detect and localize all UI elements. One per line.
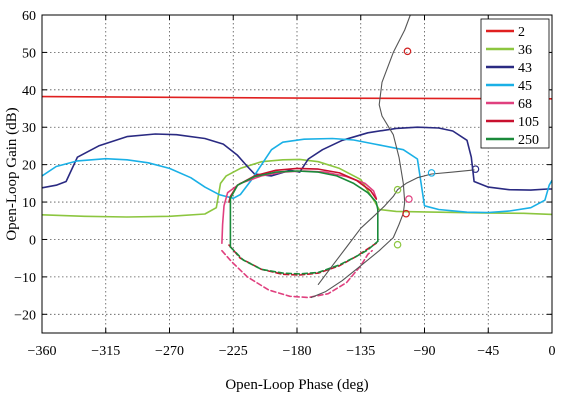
y-tick-labels: −20 −10 0 10 20 30 40 50 60 xyxy=(14,9,36,323)
series-line-locus xyxy=(310,15,411,299)
y-tick-label: 10 xyxy=(22,196,36,211)
data-point-marker xyxy=(427,169,436,177)
y-axis-title: Open-Loop Gain (dB) xyxy=(4,107,20,240)
series-line-36 xyxy=(42,158,552,218)
x-tick-label: −270 xyxy=(155,344,184,359)
y-tick-label: −10 xyxy=(14,271,36,286)
x-tick-label: −360 xyxy=(28,344,57,359)
x-tick-label: −135 xyxy=(346,344,375,359)
grid-lines xyxy=(42,15,552,333)
plot-series xyxy=(42,15,552,299)
y-tick-label: 50 xyxy=(22,46,36,61)
series-line-locus-lower xyxy=(317,169,475,285)
series-line-45 xyxy=(42,137,552,214)
series-line-2 xyxy=(42,95,552,100)
x-tick-label: 0 xyxy=(549,344,556,359)
data-point-marker xyxy=(471,165,480,173)
data-point-marker xyxy=(405,195,413,203)
y-tick-label: 20 xyxy=(22,159,36,174)
x-tick-label: −225 xyxy=(219,344,248,359)
legend-box xyxy=(480,18,550,149)
x-tick-label: −180 xyxy=(283,344,312,359)
y-tick-label: 0 xyxy=(29,233,36,248)
series-line-105 xyxy=(228,167,378,203)
axis-ticks xyxy=(41,14,553,333)
series-line-43 xyxy=(42,126,552,191)
legend-label-105: 105 xyxy=(518,115,539,130)
x-tick-labels: −360 −315 −270 −225 −180 −135 −90 −45 0 xyxy=(28,344,556,359)
plot-markers xyxy=(393,47,480,249)
x-axis-title: Open-Loop Phase (deg) xyxy=(225,377,368,393)
legend: 2 36 43 45 68 105 250 xyxy=(480,18,550,149)
series-line-68-lower xyxy=(221,249,373,299)
data-point-marker xyxy=(403,47,412,56)
legend-label-68: 68 xyxy=(518,97,532,112)
data-point-marker xyxy=(402,209,410,218)
y-tick-label: −20 xyxy=(14,308,36,323)
data-point-marker xyxy=(393,185,402,194)
y-tick-label: 40 xyxy=(22,84,36,99)
legend-label-45: 45 xyxy=(518,79,532,94)
legend-label-36: 36 xyxy=(518,43,532,58)
legend-label-250: 250 xyxy=(518,133,539,148)
series-line-105-lower xyxy=(228,242,378,276)
legend-label-43: 43 xyxy=(518,61,532,76)
y-tick-label: 30 xyxy=(22,121,36,136)
data-point-marker xyxy=(393,240,402,249)
plot-frame xyxy=(41,14,553,334)
series-line-250 xyxy=(229,170,379,248)
legend-label-2: 2 xyxy=(518,25,525,40)
x-tick-label: −315 xyxy=(91,344,120,359)
series-line-250-lower xyxy=(229,240,379,275)
y-tick-label: 60 xyxy=(22,9,36,24)
x-tick-label: −90 xyxy=(414,344,436,359)
x-tick-label: −45 xyxy=(477,344,499,359)
